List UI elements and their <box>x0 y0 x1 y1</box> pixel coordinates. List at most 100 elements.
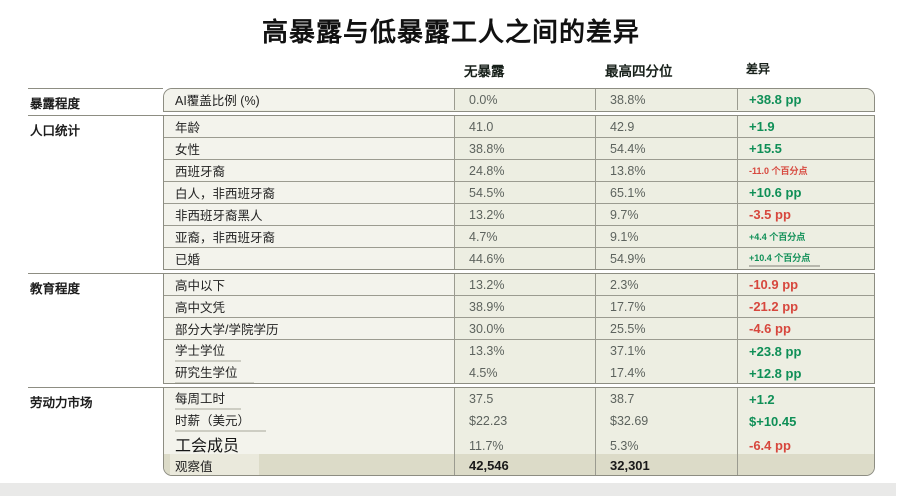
row-label: 女性 <box>164 138 454 159</box>
section-rows: 每周工时 37.5 38.7 +1.2 时薪（美元） $22.23 $32.69 $+10.4… <box>163 387 875 476</box>
cell-difference: -3.5 pp <box>737 204 874 225</box>
section-rows: AI覆盖比例 (%) 0.0% 38.8% +38.8 pp <box>163 88 875 112</box>
cell-top-quartile: 32,301 <box>595 454 737 475</box>
table-row: 部分大学/学院学历 30.0% 25.5% -4.6 pp <box>164 317 874 339</box>
row-label: 已婚 <box>164 248 454 269</box>
cell-difference: +15.5 <box>737 138 874 159</box>
table-row: 年龄 41.0 42.9 +1.9 <box>164 116 874 137</box>
section-rows: 高中以下 13.2% 2.3% -10.9 pp 高中文凭 38.9% 17.7% -21.2… <box>163 273 875 384</box>
table-row: 女性 38.8% 54.4% +15.5 <box>164 137 874 159</box>
comparison-table: 暴露程度 AI覆盖比例 (%) 0.0% 38.8% +38.8 pp 人口统计 年龄 41.… <box>28 88 875 476</box>
category-label: 劳动力市场 <box>28 387 163 476</box>
table-row: 研究生学位 4.5% 17.4% +12.8 pp <box>164 361 874 383</box>
table-section: 劳动力市场 每周工时 37.5 38.7 +1.2 时薪（美元） $22.23 $32.69 $… <box>28 387 875 476</box>
cell-no-exposure: 0.0% <box>454 89 595 110</box>
category-label: 人口统计 <box>28 115 163 270</box>
cell-no-exposure: 44.6% <box>454 248 595 269</box>
cell-no-exposure: 4.7% <box>454 226 595 247</box>
table-row: AI覆盖比例 (%) 0.0% 38.8% +38.8 pp <box>164 89 874 110</box>
row-label: 年龄 <box>164 116 454 137</box>
cell-no-exposure: 13.2% <box>454 274 595 295</box>
cell-top-quartile: 65.1% <box>595 182 737 203</box>
cell-difference: +12.8 pp <box>737 362 874 383</box>
cell-top-quartile: 9.1% <box>595 226 737 247</box>
row-label: 非西班牙裔黑人 <box>164 204 454 225</box>
table-section: 人口统计 年龄 41.0 42.9 +1.9 女性 38.8% 54.4% +15.5 西班牙裔 2… <box>28 115 875 270</box>
cell-no-exposure: 42,546 <box>454 454 595 475</box>
cell-difference: +10.4 个百分点 <box>737 248 874 269</box>
cell-difference <box>737 454 874 475</box>
cell-no-exposure: 4.5% <box>454 362 595 383</box>
row-label: 白人，非西班牙裔 <box>164 182 454 203</box>
row-label: AI覆盖比例 (%) <box>164 89 454 110</box>
row-label: 时薪（美元） <box>164 410 454 432</box>
table-section: 暴露程度 AI覆盖比例 (%) 0.0% 38.8% +38.8 pp <box>28 88 875 112</box>
cell-no-exposure: 54.5% <box>454 182 595 203</box>
cell-top-quartile: 54.9% <box>595 248 737 269</box>
page-title: 高暴露与低暴露工人之间的差异 <box>261 17 640 47</box>
table-row: 亚裔，非西班牙裔 4.7% 9.1% +4.4 个百分点 <box>164 225 874 247</box>
cell-top-quartile: $32.69 <box>595 410 737 432</box>
row-label: 每周工时 <box>164 388 454 410</box>
row-label: 部分大学/学院学历 <box>164 318 454 339</box>
cell-difference: +4.4 个百分点 <box>737 226 874 247</box>
table-row: 时薪（美元） $22.23 $32.69 $+10.45 <box>164 409 874 432</box>
cell-no-exposure: 37.5 <box>454 388 595 410</box>
category-label: 暴露程度 <box>28 88 163 112</box>
cell-no-exposure: 30.0% <box>454 318 595 339</box>
category-label: 教育程度 <box>28 273 163 384</box>
bottom-gray-strip <box>0 483 896 496</box>
cell-difference: -4.6 pp <box>737 318 874 339</box>
table-row: 非西班牙裔黑人 13.2% 9.7% -3.5 pp <box>164 203 874 225</box>
cell-top-quartile: 42.9 <box>595 116 737 137</box>
column-header-spacer <box>163 60 453 80</box>
row-label: 观察值 <box>164 454 454 475</box>
cell-no-exposure: 38.8% <box>454 138 595 159</box>
row-label: 高中以下 <box>164 274 454 295</box>
table-row: 高中文凭 38.9% 17.7% -21.2 pp <box>164 295 874 317</box>
row-label: 高中文凭 <box>164 296 454 317</box>
row-label: 西班牙裔 <box>164 160 454 181</box>
cell-difference: -21.2 pp <box>737 296 874 317</box>
table-row: 白人，非西班牙裔 54.5% 65.1% +10.6 pp <box>164 181 874 203</box>
cell-no-exposure: 38.9% <box>454 296 595 317</box>
table-row: 学士学位 13.3% 37.1% +23.8 pp <box>164 339 874 362</box>
row-label: 学士学位 <box>164 340 454 362</box>
cell-no-exposure: $22.23 <box>454 410 595 432</box>
cell-top-quartile: 37.1% <box>595 340 737 362</box>
cell-top-quartile: 54.4% <box>595 138 737 159</box>
cell-difference: +23.8 pp <box>737 340 874 362</box>
cell-difference: +10.6 pp <box>737 182 874 203</box>
cell-no-exposure: 13.3% <box>454 340 595 362</box>
cell-difference: +38.8 pp <box>737 89 874 110</box>
column-headers: 无暴露 最高四分位 差异 <box>163 60 875 80</box>
row-label: 亚裔，非西班牙裔 <box>164 226 454 247</box>
table-row: 高中以下 13.2% 2.3% -10.9 pp <box>164 274 874 295</box>
cell-difference: -10.9 pp <box>737 274 874 295</box>
column-header-difference: 差异 <box>746 62 771 76</box>
cell-no-exposure: 24.8% <box>454 160 595 181</box>
table-row: 观察值 42,546 32,301 <box>164 453 874 475</box>
cell-top-quartile: 17.7% <box>595 296 737 317</box>
row-label: 研究生学位 <box>164 362 454 383</box>
cell-top-quartile: 38.8% <box>595 89 737 110</box>
section-rows: 年龄 41.0 42.9 +1.9 女性 38.8% 54.4% +15.5 西班牙裔 24.8%… <box>163 115 875 270</box>
cell-difference: +1.9 <box>737 116 874 137</box>
cell-top-quartile: 38.7 <box>595 388 737 410</box>
table-row: 已婚 44.6% 54.9% +10.4 个百分点 <box>164 247 874 269</box>
cell-top-quartile: 9.7% <box>595 204 737 225</box>
table-row: 每周工时 37.5 38.7 +1.2 <box>164 388 874 410</box>
cell-top-quartile: 17.4% <box>595 362 737 383</box>
cell-no-exposure: 13.2% <box>454 204 595 225</box>
cell-no-exposure: 41.0 <box>454 116 595 137</box>
cell-top-quartile: 13.8% <box>595 160 737 181</box>
column-header-top-quartile: 最高四分位 <box>605 64 673 79</box>
cell-top-quartile: 25.5% <box>595 318 737 339</box>
cell-top-quartile: 2.3% <box>595 274 737 295</box>
column-header-no-exposure: 无暴露 <box>464 64 505 79</box>
cell-difference: -11.0 个百分点 <box>737 160 874 181</box>
table-row: 西班牙裔 24.8% 13.8% -11.0 个百分点 <box>164 159 874 181</box>
cell-difference: +1.2 <box>737 388 874 410</box>
table-row: 工会成员 11.7% 5.3% -6.4 pp <box>164 431 874 459</box>
table-section: 教育程度 高中以下 13.2% 2.3% -10.9 pp 高中文凭 38.9% 17.7% -… <box>28 273 875 384</box>
